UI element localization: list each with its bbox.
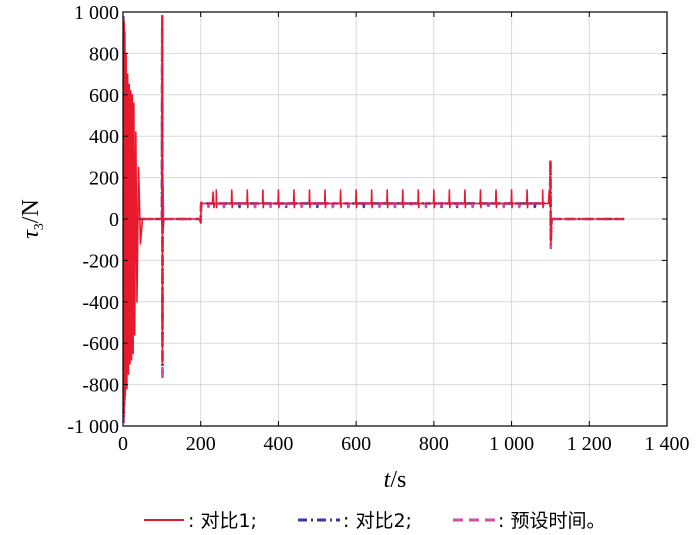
y-tick-label: 800 [89,43,119,65]
x-tick-label: 0 [118,433,128,455]
y-tick-label: -1 000 [67,416,119,438]
x-tick-label: 800 [419,433,449,455]
x-tick-label: 200 [186,433,216,455]
y-tick-label: 600 [89,85,119,107]
y-tick-labels: -1 000 -800 -600 -400 -200 0 200 400 600 800 1 000 [67,2,119,438]
y-tick-label: -400 [82,292,119,314]
x-tick-label: 600 [341,433,371,455]
y-tick-label: -600 [82,333,119,355]
legend-label-series-3: : 预设时间。 [498,510,605,532]
x-tick-labels: 0 200 400 600 800 1 000 1 200 1 400 [118,433,690,455]
legend-label-series-2: : 对比2; [343,510,412,532]
y-tick-label: -800 [82,375,119,397]
y-tick-label: 400 [89,126,119,148]
series-1-line [123,15,625,417]
series-group [123,12,625,424]
y-tick-label: 0 [109,209,119,231]
legend-label-series-1: : 对比1; [188,510,257,532]
x-tick-label: 1 200 [567,433,612,455]
x-tick-label: 1 000 [489,433,534,455]
legend: : 对比1; : 对比2; : 预设时间。 [144,510,605,532]
y-tick-label: 1 000 [74,2,119,24]
x-tick-label: 400 [263,433,293,455]
ticks [122,11,668,427]
y-axis-title: τ3/N [18,199,47,239]
x-axis-title: t/s [384,467,407,493]
y-tick-label: 200 [89,168,119,190]
y-tick-label: -200 [82,250,119,272]
x-tick-label: 1 400 [645,433,690,455]
